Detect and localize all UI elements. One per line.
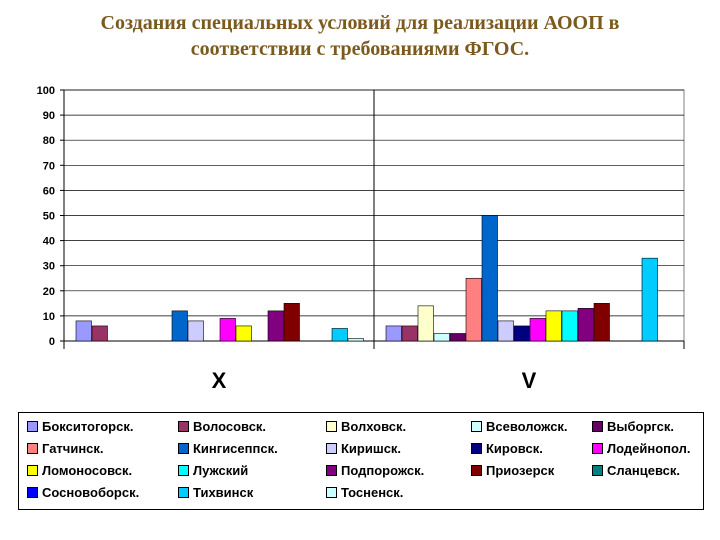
legend-swatch	[178, 421, 189, 433]
legend-item: Бокситогорск.	[27, 419, 133, 435]
bar	[267, 310, 284, 342]
bar	[513, 325, 530, 342]
legend-label: Волховск.	[341, 419, 407, 434]
legend-swatch	[178, 443, 189, 455]
bar	[449, 333, 466, 342]
legend-item: Кировск.	[471, 441, 543, 457]
legend-swatch	[471, 421, 482, 433]
legend-swatch	[178, 487, 189, 499]
legend-label: Лужский	[193, 463, 249, 478]
legend-label: Ломоносовск.	[42, 463, 133, 478]
legend-item: Волховск.	[326, 419, 406, 435]
legend-label: Выборгск.	[607, 419, 674, 434]
legend-label: Тихвинск	[193, 485, 254, 500]
bar	[187, 320, 204, 342]
legend-swatch	[592, 465, 603, 477]
bar	[75, 320, 92, 342]
legend-swatch	[592, 421, 603, 433]
bar	[401, 325, 418, 342]
legend-swatch	[27, 443, 38, 455]
legend-item: Волосовск.	[178, 419, 266, 435]
legend-label: Кингисеппск.	[193, 441, 278, 456]
legend-label: Тосненск.	[341, 485, 404, 500]
bar	[283, 303, 300, 342]
bar	[235, 325, 252, 342]
legend-label: Подпорожск.	[341, 463, 425, 478]
bar	[481, 215, 498, 342]
legend-swatch	[27, 421, 38, 433]
x-category-label: V	[522, 368, 537, 393]
legend-label: Сосновоборск.	[42, 485, 140, 500]
bar	[561, 310, 578, 342]
legend-item: Выборгск.	[592, 419, 674, 435]
bar	[641, 257, 658, 342]
legend-item: Тосненск.	[326, 485, 403, 501]
y-tick-label: 80	[43, 135, 55, 147]
legend-swatch	[178, 465, 189, 477]
y-tick-label: 70	[43, 160, 55, 172]
legend-item: Сосновоборск.	[27, 485, 139, 501]
y-tick-label: 40	[43, 236, 55, 248]
legend-item: Лужский	[178, 463, 248, 479]
legend-item: Гатчинск.	[27, 441, 104, 457]
bar	[385, 325, 402, 342]
bar	[593, 303, 610, 342]
legend-item: Кингисеппск.	[178, 441, 278, 457]
legend-label: Всеволожск.	[486, 419, 568, 434]
legend-item: Тихвинск	[178, 485, 253, 501]
legend-label: Кировск.	[486, 441, 543, 456]
bar	[171, 310, 188, 342]
bar	[545, 310, 562, 342]
bar	[465, 277, 482, 342]
legend-swatch	[326, 443, 337, 455]
bar	[219, 318, 236, 342]
y-tick-label: 100	[37, 85, 55, 97]
y-tick-label: 20	[43, 286, 55, 298]
x-category-label: X	[212, 368, 227, 393]
legend-item: Всеволожск.	[471, 419, 568, 435]
legend-swatch	[471, 443, 482, 455]
bar	[331, 328, 348, 342]
legend-label: Сланцевск.	[607, 463, 680, 478]
legend-swatch	[326, 421, 337, 433]
legend-item: Сланцевск.	[592, 463, 680, 479]
legend-label: Волосовск.	[193, 419, 267, 434]
bar-chart: 0 10 20 30 40 50 60 70 80 90 100 X V	[37, 85, 685, 393]
legend-swatch	[326, 465, 337, 477]
legend-label: Приозерск	[486, 463, 555, 478]
legend-swatch	[27, 465, 38, 477]
bar	[577, 308, 594, 342]
y-tick-label: 90	[43, 110, 55, 122]
y-tick-label: 0	[49, 336, 55, 348]
legend-label: Киришск.	[341, 441, 402, 456]
legend-swatch	[326, 487, 337, 499]
legend-item: Подпорожск.	[326, 463, 424, 479]
chart-title: Создания специальных условий для реализа…	[0, 10, 720, 62]
legend-swatch	[592, 443, 603, 455]
bar	[417, 305, 434, 342]
y-tick-label: 30	[43, 261, 55, 273]
legend-swatch	[471, 465, 482, 477]
legend-label: Бокситогорск.	[42, 419, 134, 434]
legend-item: Приозерск	[471, 463, 554, 479]
bar	[91, 325, 108, 342]
legend-label: Гатчинск.	[42, 441, 104, 456]
bar	[347, 338, 364, 342]
legend-swatch	[27, 487, 38, 499]
legend-label: Лодейнопол.	[607, 441, 691, 456]
bar	[497, 320, 514, 342]
legend-item: Ломоносовск.	[27, 463, 132, 479]
legend-item: Лодейнопол.	[592, 441, 691, 457]
chart-title-line1: Создания специальных условий для реализа…	[100, 12, 620, 34]
y-tick-label: 50	[43, 211, 55, 223]
chart-title-line2: соответствии с требованиями ФГОС.	[190, 38, 530, 60]
chart-legend: Бокситогорск. Волосовск. Волховск. Всеволож…	[18, 412, 704, 510]
bar	[433, 333, 450, 342]
bar	[529, 318, 546, 342]
legend-item: Киришск.	[326, 441, 401, 457]
y-tick-label: 10	[43, 311, 55, 323]
y-tick-label: 60	[43, 185, 55, 197]
